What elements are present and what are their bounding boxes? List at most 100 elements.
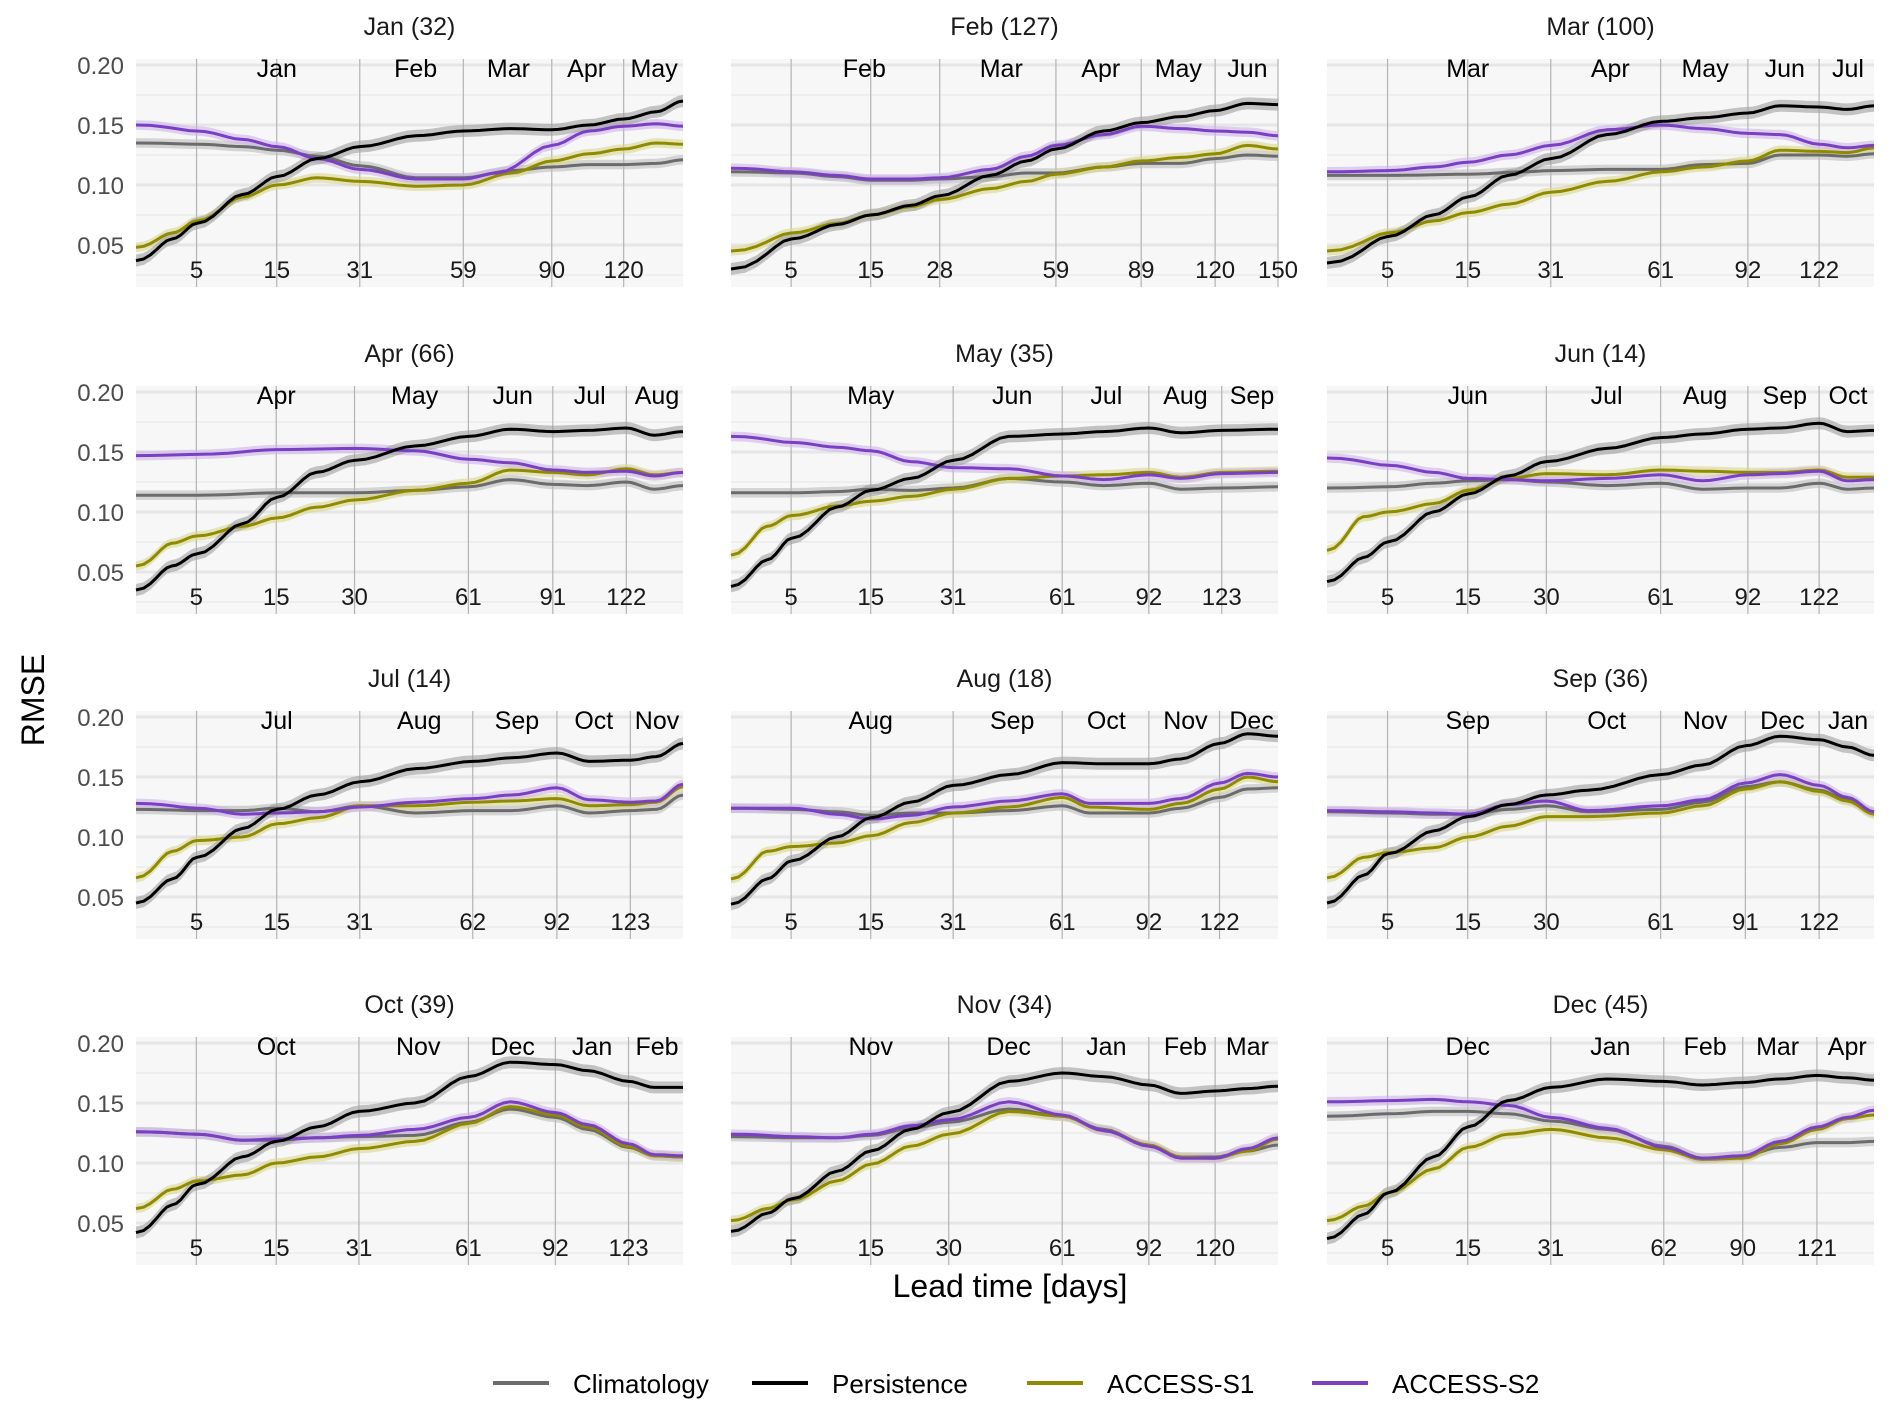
x-tick-label: 61 bbox=[455, 1235, 482, 1262]
month-label: Feb bbox=[843, 55, 886, 83]
x-tick-label: 15 bbox=[263, 257, 290, 284]
x-tick-label: 122 bbox=[1799, 584, 1839, 611]
panel-title: Oct (39) bbox=[364, 991, 454, 1019]
month-label: Sep bbox=[1446, 707, 1490, 735]
x-tick-label: 120 bbox=[1195, 1235, 1235, 1262]
month-label: Oct bbox=[1087, 707, 1126, 735]
x-tick-label: 122 bbox=[1799, 909, 1839, 936]
month-label: Jan bbox=[1590, 1033, 1630, 1061]
panel-background bbox=[731, 711, 1278, 939]
panel-jul: 0.05 0.10 0.15 0.20 5 15 31 62 92 123 Jul Aug Sep Oct… bbox=[77, 665, 684, 939]
month-label: Aug bbox=[635, 382, 679, 410]
line-access-s1 bbox=[1326, 780, 1875, 880]
line-access-s2 bbox=[730, 124, 1279, 181]
y-tick-label: 0.20 bbox=[77, 380, 124, 407]
x-tick-label: 92 bbox=[1735, 584, 1762, 611]
ribbon-persistence bbox=[731, 727, 1278, 911]
x-tick-label: 15 bbox=[1454, 1235, 1481, 1262]
y-tick-label: 0.15 bbox=[77, 1091, 124, 1118]
line-climatology bbox=[135, 793, 684, 815]
month-label: Feb bbox=[635, 1033, 678, 1061]
month-label: Jan bbox=[572, 1033, 612, 1061]
x-tick-label: 120 bbox=[1195, 257, 1235, 284]
line-climatology bbox=[1327, 152, 1875, 177]
line-persistence bbox=[1326, 421, 1875, 584]
x-tick-label: 31 bbox=[346, 909, 373, 936]
ribbon-access-s1 bbox=[1327, 465, 1874, 556]
panel-title: Feb (127) bbox=[950, 13, 1058, 41]
x-tick-label: 91 bbox=[539, 584, 566, 611]
panel-title: Sep (36) bbox=[1553, 665, 1649, 693]
line-access-s2 bbox=[135, 446, 684, 478]
line-persistence bbox=[1326, 734, 1875, 905]
x-tick-label: 5 bbox=[784, 909, 797, 936]
x-tick-label: 122 bbox=[1200, 909, 1240, 936]
month-label: Feb bbox=[394, 55, 437, 83]
x-tick-label: 5 bbox=[784, 257, 797, 284]
y-tick-label: 0.15 bbox=[77, 113, 124, 140]
ribbon-persistence bbox=[136, 737, 683, 909]
month-label: Jan bbox=[1086, 1033, 1126, 1061]
y-tick-label: 0.05 bbox=[77, 233, 124, 260]
x-tick-label: 123 bbox=[610, 909, 650, 936]
panel-title: Jan (32) bbox=[364, 13, 456, 41]
panel-jun: 5 15 30 61 92 122 Jun Jul Aug Sep Oct Jun (14) bbox=[1326, 340, 1875, 614]
legend-label: ACCESS-S2 bbox=[1392, 1369, 1539, 1399]
month-label: Sep bbox=[990, 707, 1034, 735]
x-tick-label: 123 bbox=[609, 1235, 649, 1262]
y-tick-label: 0.05 bbox=[77, 560, 124, 587]
panel-dec: 5 15 31 62 90 121 Dec Jan Feb Mar Apr Dec (45) bbox=[1326, 991, 1875, 1265]
line-access-s2 bbox=[135, 122, 684, 181]
month-label: Nov bbox=[1683, 707, 1728, 735]
ribbon-climatology bbox=[1327, 1106, 1874, 1163]
panel-title: Mar (100) bbox=[1546, 13, 1654, 41]
x-tick-label: 15 bbox=[1454, 257, 1481, 284]
x-tick-label: 30 bbox=[341, 584, 368, 611]
x-tick-label: 120 bbox=[604, 257, 644, 284]
line-access-s2 bbox=[731, 771, 1279, 821]
x-axis-title: Lead time [days] bbox=[893, 1268, 1128, 1304]
x-tick-label: 31 bbox=[940, 584, 967, 611]
month-label: Apr bbox=[1591, 55, 1630, 83]
x-tick-label: 61 bbox=[1647, 584, 1674, 611]
month-label: Nov bbox=[635, 707, 680, 735]
line-climatology bbox=[1326, 478, 1875, 491]
month-label: Jun bbox=[992, 382, 1032, 410]
x-tick-label: 123 bbox=[1202, 584, 1242, 611]
x-tick-label: 62 bbox=[459, 909, 486, 936]
panels: 0.05 0.10 0.15 0.20 5 15 31 59 90 120 Jan Feb Mar Apr… bbox=[77, 13, 1875, 1265]
month-label: Mar bbox=[1446, 55, 1489, 83]
x-tick-label: 92 bbox=[1135, 909, 1162, 936]
x-tick-label: 89 bbox=[1128, 257, 1155, 284]
line-access-s2 bbox=[135, 782, 684, 816]
x-tick-label: 121 bbox=[1797, 1235, 1837, 1262]
y-axis-title: RMSE bbox=[15, 654, 51, 746]
panel-background bbox=[731, 386, 1278, 614]
line-climatology bbox=[730, 786, 1279, 817]
x-tick-label: 15 bbox=[857, 1235, 884, 1262]
panel-title: Apr (66) bbox=[364, 340, 454, 368]
line-access-s1 bbox=[135, 1105, 684, 1211]
y-tick-label: 0.10 bbox=[77, 825, 124, 852]
ribbon-access-s2 bbox=[731, 1097, 1278, 1163]
x-tick-label: 5 bbox=[1381, 584, 1394, 611]
y-tick-label: 0.20 bbox=[77, 53, 124, 80]
month-label: May bbox=[1155, 55, 1203, 83]
panel-title: Jul (14) bbox=[368, 665, 451, 693]
month-label: Sep bbox=[1230, 382, 1274, 410]
panel-jan: 0.05 0.10 0.15 0.20 5 15 31 59 90 120 Jan Feb Mar Apr… bbox=[77, 13, 684, 287]
panel-may: 5 15 31 61 92 123 May Jun Jul Aug Sep May (35) bbox=[730, 340, 1279, 614]
month-label: Apr bbox=[1081, 55, 1120, 83]
panel-title: May (35) bbox=[955, 340, 1054, 368]
month-label: Jun bbox=[1227, 55, 1267, 83]
panel-background bbox=[136, 711, 683, 939]
x-tick-label: 92 bbox=[1135, 1235, 1162, 1262]
ribbon-climatology bbox=[1327, 149, 1874, 181]
month-label: Jun bbox=[493, 382, 533, 410]
y-tick-label: 0.15 bbox=[77, 765, 124, 792]
x-tick-label: 30 bbox=[1533, 584, 1560, 611]
panel-background bbox=[1327, 711, 1874, 939]
line-persistence bbox=[730, 732, 1279, 906]
